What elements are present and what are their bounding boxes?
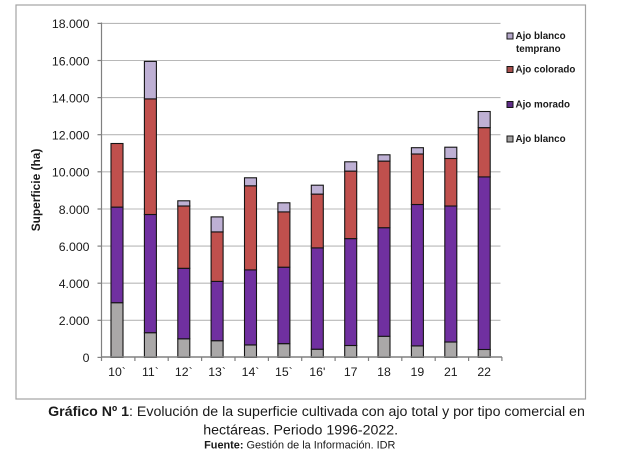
svg-text:10`: 10`: [108, 365, 126, 379]
svg-text:hectáreas. Periodo 1996-2022.: hectáreas. Periodo 1996-2022.: [203, 423, 398, 439]
svg-text:Ajo colorado: Ajo colorado: [516, 65, 576, 76]
svg-text:14.000: 14.000: [52, 91, 90, 105]
svg-text:temprano: temprano: [516, 44, 561, 55]
svg-text:Superficie (ha): Superficie (ha): [29, 149, 43, 232]
svg-text:10.000: 10.000: [52, 166, 90, 180]
svg-text:21: 21: [444, 365, 458, 379]
svg-text:0: 0: [83, 351, 90, 365]
svg-text:18: 18: [377, 365, 391, 379]
svg-text:12`: 12`: [175, 365, 193, 379]
svg-text:4.000: 4.000: [59, 277, 90, 291]
svg-text:22: 22: [477, 365, 491, 379]
svg-text:Ajo morado: Ajo morado: [516, 100, 570, 111]
svg-text:6.000: 6.000: [59, 240, 90, 254]
svg-text:12.000: 12.000: [52, 129, 90, 143]
svg-text:15`: 15`: [275, 365, 293, 379]
svg-text:11`: 11`: [142, 365, 159, 379]
svg-text:14`: 14`: [242, 365, 260, 379]
svg-text:16.000: 16.000: [52, 54, 90, 68]
svg-text:17: 17: [344, 365, 358, 379]
svg-text:Ajo blanco: Ajo blanco: [516, 31, 566, 42]
svg-text:16': 16': [309, 365, 325, 379]
svg-text:Ajo blanco: Ajo blanco: [516, 134, 566, 145]
svg-text:19: 19: [411, 365, 425, 379]
svg-text:Fuente: Gestión de la Informac: Fuente: Gestión de la Información. IDR: [204, 440, 395, 452]
svg-text:8.000: 8.000: [59, 203, 90, 217]
svg-text:Gráfico Nº 1: Evolución de la: Gráfico Nº 1: Evolución de la superficie…: [48, 404, 585, 420]
svg-text:2.000: 2.000: [59, 314, 90, 328]
svg-text:13`: 13`: [208, 365, 226, 379]
svg-text:18.000: 18.000: [52, 17, 90, 31]
